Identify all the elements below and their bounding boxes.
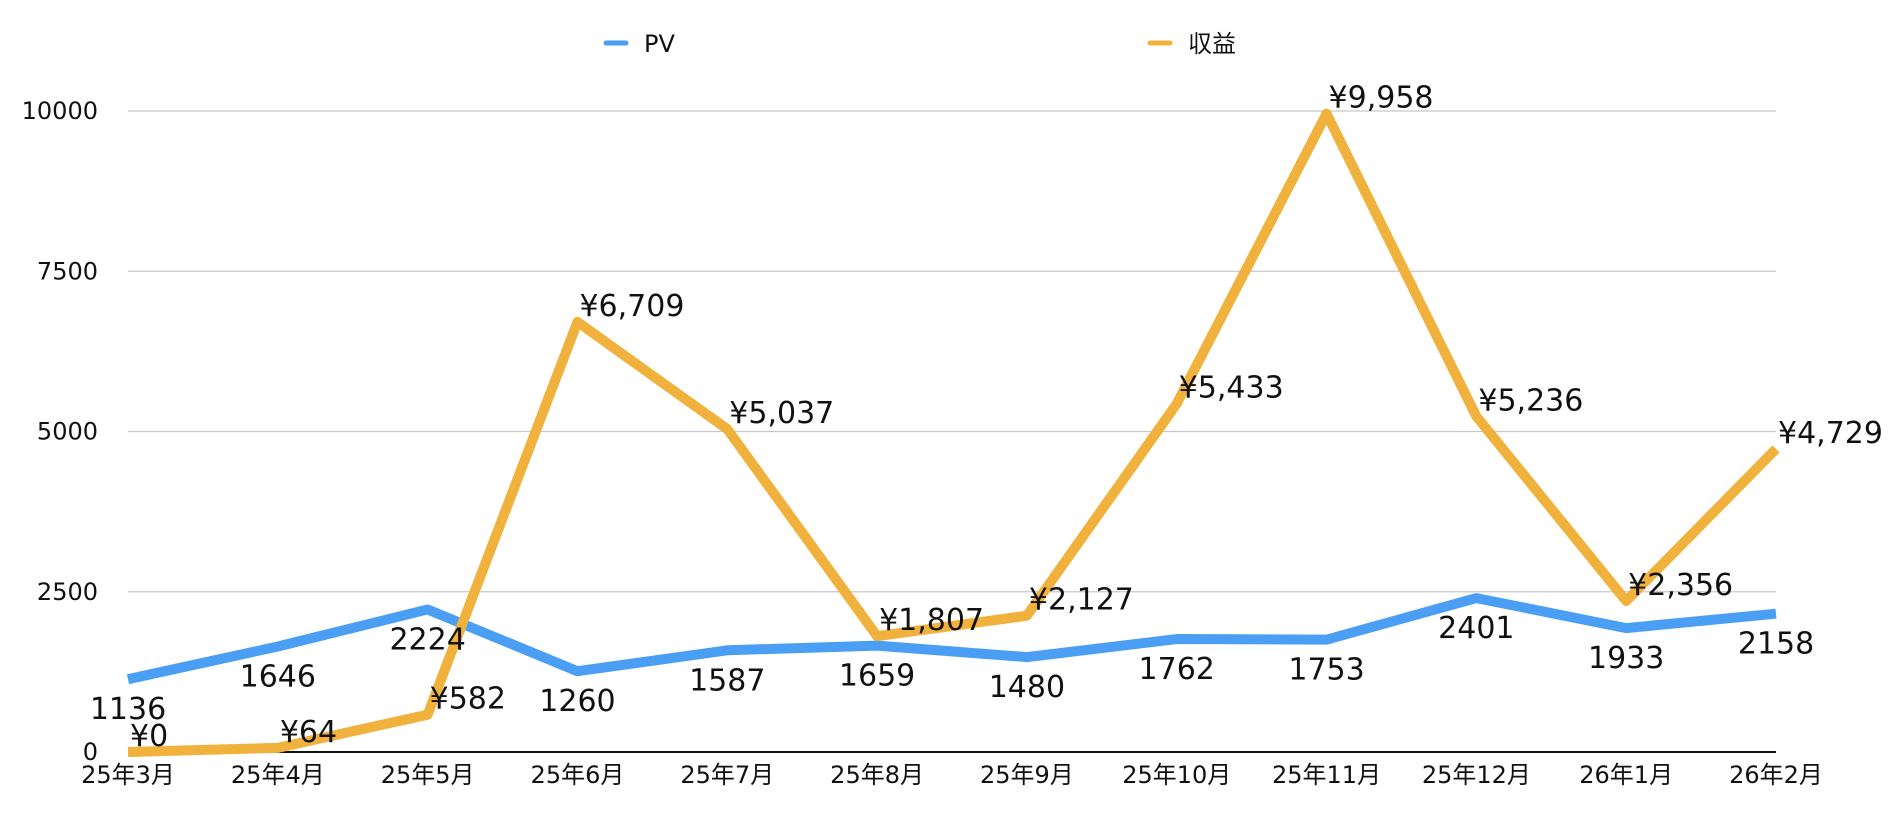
pv-data-label: 2401	[1438, 611, 1514, 646]
legend-label-revenue: 収益	[1188, 30, 1236, 58]
revenue-data-label: ¥64	[280, 715, 337, 750]
pv-data-label: 1933	[1588, 641, 1664, 676]
pv-data-label: 1480	[989, 670, 1065, 705]
series-line-revenue	[127, 108, 1780, 757]
revenue-data-label: ¥582	[430, 682, 506, 717]
legend-label-pv: PV	[644, 30, 675, 58]
revenue-data-label: ¥2,127	[1029, 583, 1134, 618]
revenue-data-label: ¥6,709	[579, 289, 684, 324]
revenue-data-label: ¥4,729	[1778, 416, 1883, 451]
y-tick-label: 5000	[37, 418, 98, 446]
y-tick-label: 2500	[37, 578, 98, 606]
pv-data-label: 1753	[1288, 653, 1364, 688]
x-tick-label: 26年2月	[1729, 761, 1823, 789]
pv-data-label: 1659	[839, 659, 915, 694]
revenue-data-label: ¥5,433	[1179, 371, 1284, 406]
pv-data-label: 2224	[389, 622, 465, 657]
series-line-pv	[126, 593, 1777, 685]
gridlines	[128, 110, 1776, 593]
x-tick-label: 25年8月	[830, 761, 924, 789]
revenue-data-label: ¥9,958	[1329, 81, 1434, 116]
revenue-data-label: ¥5,236	[1478, 383, 1583, 418]
pv-data-label: 1762	[1139, 652, 1215, 687]
revenue-data-label: ¥5,037	[729, 396, 834, 431]
x-tick-label: 25年4月	[231, 761, 325, 789]
x-tick-label: 25年11月	[1272, 761, 1381, 789]
x-tick-label: 25年10月	[1122, 761, 1231, 789]
pv-data-label: 1587	[689, 663, 765, 698]
revenue-data-label: ¥2,356	[1628, 568, 1733, 603]
y-tick-label: 10000	[22, 97, 98, 125]
revenue-data-label: ¥1,807	[879, 603, 984, 638]
revenue-data-label: ¥0	[130, 719, 168, 754]
data-labels: 1136 1646 2224 1260 1587 1659 1480 1762 1753 2401…	[90, 81, 1883, 754]
series-lines	[126, 108, 1780, 757]
pv-data-label: 1136	[90, 692, 166, 727]
x-tick-label: 25年5月	[381, 761, 475, 789]
legend: PV 収益	[603, 30, 1236, 58]
pv-data-label: 1646	[240, 659, 316, 694]
x-tick-label: 25年12月	[1422, 761, 1531, 789]
x-tick-label: 25年7月	[680, 761, 774, 789]
pv-data-label: 2158	[1738, 627, 1814, 662]
x-tick-label: 26年1月	[1579, 761, 1673, 789]
x-tick-label: 25年3月	[81, 761, 175, 789]
x-tick-label: 25年6月	[531, 761, 625, 789]
x-tick-label: 25年9月	[980, 761, 1074, 789]
y-tick-label: 7500	[37, 257, 98, 285]
y-tick-label: 0	[83, 738, 98, 766]
axes: 0 2500 5000 7500 10000 25年3月 25年4月 25年5月 25年6月 25…	[22, 97, 1823, 789]
pv-data-label: 1260	[539, 684, 615, 719]
